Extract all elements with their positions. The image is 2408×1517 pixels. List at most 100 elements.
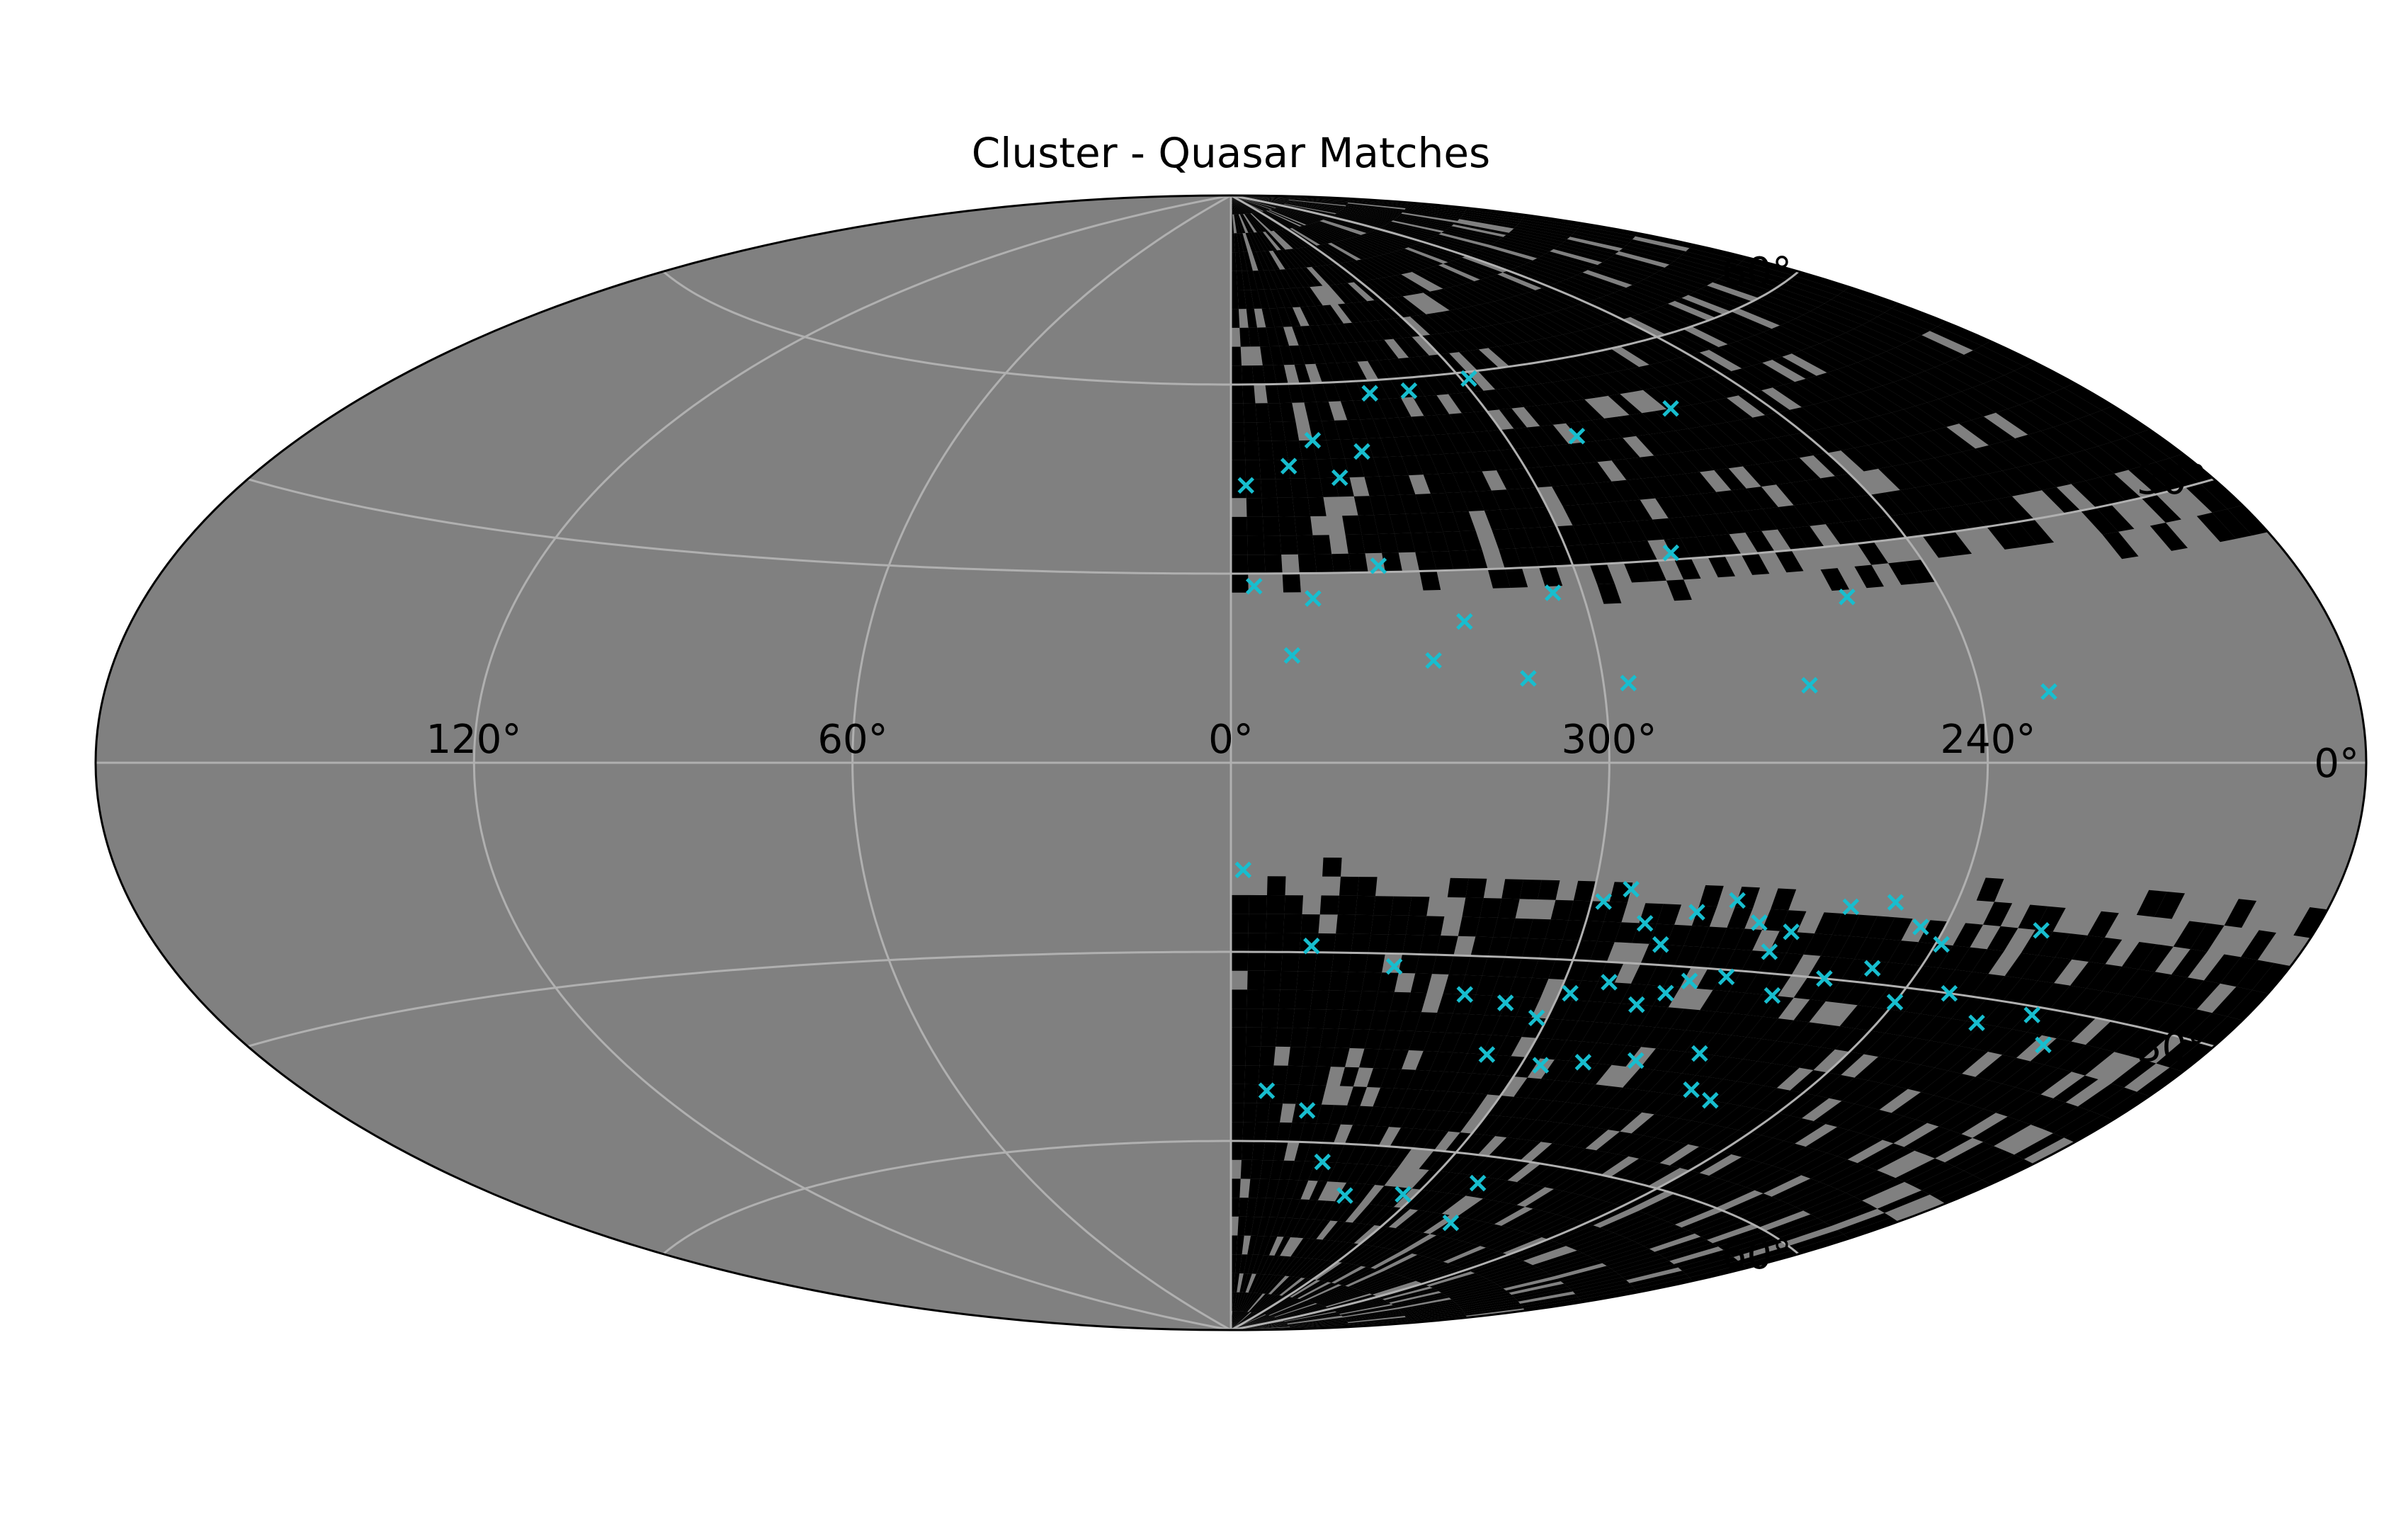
heatmap-cell [1508, 268, 1555, 287]
heatmap-cell [1244, 1065, 1260, 1085]
heatmap-cell [1849, 914, 1878, 938]
heatmap-cell [1322, 1123, 1341, 1144]
heatmap-cell [1285, 203, 1339, 213]
heatmap-cell [1624, 499, 1653, 521]
heatmap-cell [1788, 1229, 1844, 1250]
heatmap-cell [1700, 1011, 1732, 1034]
heatmap-cell [1231, 1324, 1288, 1330]
heatmap-cell [1317, 324, 1337, 344]
heatmap-cell [1964, 350, 2014, 375]
heatmap-cell [1487, 1075, 1514, 1096]
heatmap-cell [1438, 1152, 1467, 1173]
heatmap-cell [1516, 224, 1573, 237]
x-tick-label: 60° [817, 717, 887, 763]
heatmap-cell [1731, 1015, 1763, 1038]
heatmap-cell [1301, 247, 1327, 266]
heatmap-cell [1265, 1122, 1280, 1142]
heatmap-cell [1554, 334, 1591, 355]
heatmap-cell [1258, 441, 1274, 460]
heatmap-cell [1235, 214, 1243, 234]
heatmap-cell [1375, 1166, 1399, 1186]
heatmap-cell [1480, 1229, 1523, 1248]
heatmap-cell [1231, 535, 1248, 555]
heatmap-cell [1426, 313, 1458, 333]
heatmap-cell [1368, 320, 1394, 340]
heatmap-cell [1367, 1068, 1387, 1088]
heatmap-cell [1629, 341, 1670, 363]
heatmap-cell [1841, 959, 1872, 982]
heatmap-cell [1373, 1087, 1395, 1108]
heatmap-cell [1438, 353, 1467, 373]
heatmap-cell [1461, 411, 1488, 433]
heatmap-cell [1385, 934, 1406, 954]
heatmap-cell [1231, 1103, 1244, 1123]
heatmap-cell [1251, 1254, 1264, 1274]
heatmap-cell [1867, 416, 1908, 440]
heatmap-cell [1504, 938, 1528, 958]
heatmap-cell [1409, 1031, 1431, 1051]
heatmap-cell [2252, 962, 2291, 994]
heatmap-cell [1231, 516, 1248, 536]
heatmap-cell [1499, 1139, 1530, 1159]
heatmap-cell [1545, 251, 1598, 268]
quasar-marker [1520, 670, 1537, 687]
heatmap-cell [2096, 504, 2135, 532]
heatmap-cell [1398, 357, 1424, 377]
heatmap-cell [1574, 1127, 1608, 1149]
heatmap-cell [1569, 463, 1597, 484]
heatmap-cell [1289, 198, 1348, 205]
heatmap-cell [1236, 1235, 1244, 1255]
heatmap-cell [1636, 434, 1668, 456]
heatmap-cell [1906, 965, 1939, 990]
heatmap-cell [1448, 955, 1471, 975]
heatmap-cell [1854, 445, 1892, 469]
heatmap-cell [2126, 999, 2166, 1028]
heatmap-cell [1972, 1154, 2024, 1180]
heatmap-cell [1924, 1134, 1972, 1159]
heatmap-cell [1537, 1253, 1588, 1270]
x-tick-label: 240° [1941, 717, 2036, 763]
heatmap-cell [1824, 499, 1858, 523]
heatmap-cell [1623, 562, 1649, 583]
heatmap-cell [1955, 947, 1987, 972]
heatmap-cell [1231, 989, 1248, 1009]
heatmap-cell [1299, 1123, 1317, 1142]
quasar-marker [1761, 943, 1778, 960]
heatmap-cell [1378, 972, 1399, 992]
heatmap-cell [1322, 1221, 1346, 1241]
heatmap-cell [1560, 401, 1592, 422]
heatmap-cell [1614, 1186, 1657, 1206]
heatmap-cell [1820, 934, 1850, 958]
heatmap-cell [1448, 1247, 1492, 1265]
heatmap-cell [1301, 267, 1323, 287]
heatmap-cell [1433, 1194, 1466, 1214]
heatmap-cell [1492, 274, 1535, 292]
heatmap-cell [1256, 232, 1273, 251]
heatmap-cell [1997, 1004, 2034, 1030]
heatmap-cell [1262, 1141, 1277, 1161]
heatmap-cell [1529, 383, 1561, 404]
heatmap-cell [1321, 420, 1340, 441]
heatmap-cell [1395, 296, 1426, 316]
quasar-marker [1652, 936, 1669, 953]
quasar-marker [2023, 1006, 2040, 1023]
heatmap-cell [1769, 931, 1798, 953]
heatmap-cell [1620, 288, 1668, 307]
heatmap-cell [1257, 1178, 1270, 1198]
heatmap-cell [1871, 938, 1902, 962]
heatmap-cell [1231, 195, 1244, 215]
quasar-marker [1620, 674, 1637, 692]
heatmap-cell [1412, 376, 1437, 397]
heatmap-cell [1395, 1296, 1450, 1308]
heatmap-cell [1971, 416, 2016, 442]
heatmap-cell [1516, 997, 1540, 1018]
heatmap-cell [1846, 1174, 1896, 1197]
heatmap-cell [1392, 1294, 1447, 1307]
heatmap-cell [1265, 1298, 1300, 1315]
heatmap-cell [2138, 944, 2174, 972]
heatmap-cell [1611, 1024, 1640, 1046]
heatmap-cell [1731, 993, 1762, 1015]
heatmap-cell [1266, 895, 1285, 914]
heatmap-cell [1951, 996, 1987, 1021]
heatmap-cell [1472, 1201, 1509, 1221]
